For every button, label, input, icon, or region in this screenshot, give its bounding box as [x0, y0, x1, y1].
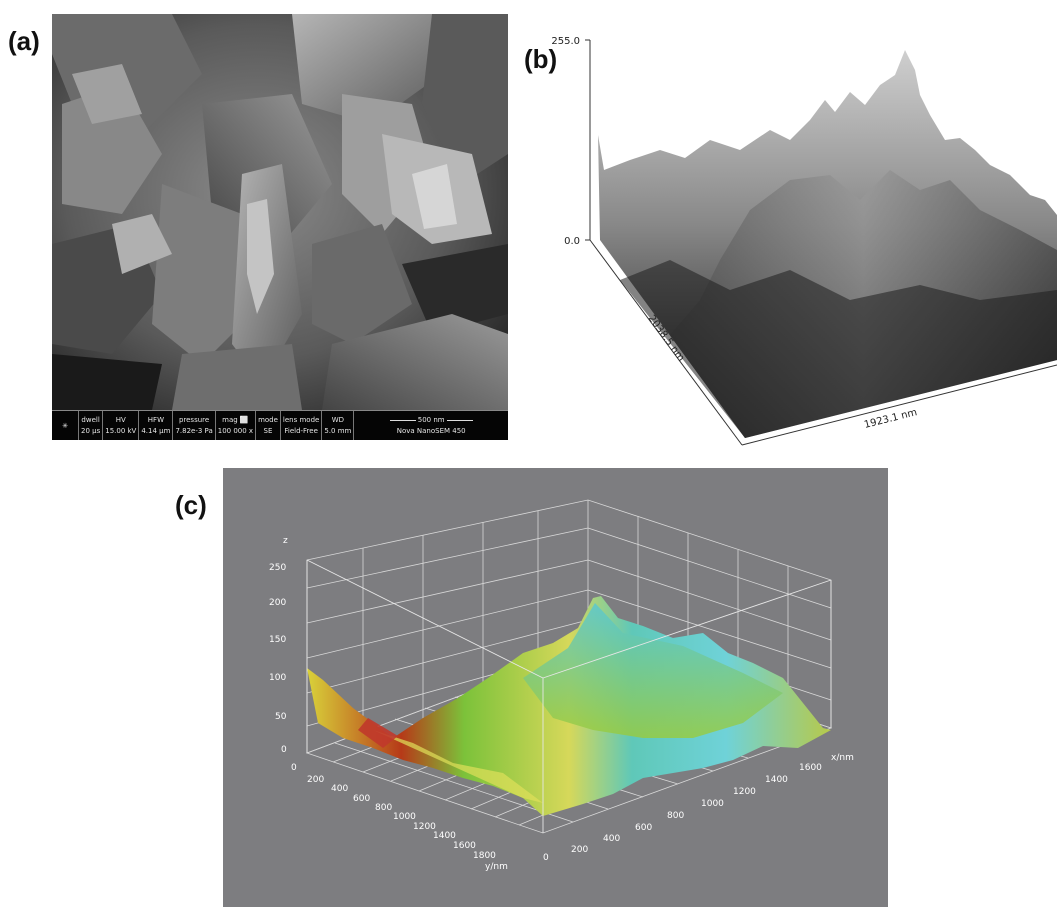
- scale-bar-label: 500 nm: [417, 416, 445, 424]
- sem-info-bar: ✳ dwell 20 µs HV 15.00 kV HFW 4.14 µm press…: [52, 410, 508, 440]
- z-tick-50: 50: [275, 712, 287, 722]
- svg-text:200: 200: [571, 845, 588, 855]
- svg-text:1600: 1600: [453, 841, 476, 851]
- wd-cell: WD 5.0 mm: [322, 411, 355, 440]
- z-tick-150: 150: [269, 635, 286, 645]
- z-tick-0: 0: [281, 745, 287, 755]
- pressure-cell: pressure 7.82e-3 Pa: [173, 411, 216, 440]
- scale-cell: 500 nm Nova NanoSEM 450: [354, 411, 508, 440]
- svg-text:400: 400: [603, 834, 620, 844]
- y-ticks: 0 200 400 600 800 1000 1200 1400 1600 18…: [291, 763, 496, 861]
- svg-text:400: 400: [331, 784, 348, 794]
- hv-cell: HV 15.00 kV: [103, 411, 140, 440]
- z-max-label: 255.0: [551, 36, 580, 47]
- surface-3d-grayscale: 255.0 0.0 2038.5 nm 1923.1 nm: [520, 0, 1057, 460]
- svg-text:1000: 1000: [701, 799, 724, 809]
- z-tick-250: 250: [269, 563, 286, 573]
- svg-text:0: 0: [543, 853, 549, 863]
- surface-3d-color: z 0 50 100 150 200 250 0 200 400 600 800…: [223, 468, 888, 907]
- z-tick-200: 200: [269, 598, 286, 608]
- svg-text:600: 600: [353, 794, 370, 804]
- mode-cell: mode SE: [256, 411, 281, 440]
- panel-b-label: (b): [524, 44, 558, 74]
- lens-mode-cell: lens mode Field-Free: [281, 411, 323, 440]
- svg-text:800: 800: [667, 811, 684, 821]
- svg-text:1200: 1200: [413, 822, 436, 832]
- svg-text:600: 600: [635, 823, 652, 833]
- svg-text:1600: 1600: [799, 763, 822, 773]
- z-tick-100: 100: [269, 673, 286, 683]
- hfw-cell: HFW 4.14 µm: [139, 411, 174, 440]
- svg-text:0: 0: [291, 763, 297, 773]
- svg-text:1000: 1000: [393, 812, 416, 822]
- fei-logo-icon: ✳: [52, 411, 79, 440]
- x-ticks: 0 200 400 600 800 1000 1200 1400 1600: [543, 763, 822, 863]
- y-axis-line: [589, 239, 743, 446]
- svg-text:1400: 1400: [765, 775, 788, 785]
- z-axis-label: z: [283, 536, 288, 546]
- x-axis-line: [741, 364, 1057, 446]
- mag-cell: mag ⬜ 100 000 x: [216, 411, 257, 440]
- panel-c-label: (c): [175, 490, 207, 520]
- panel-a-label: (a): [8, 26, 40, 56]
- x-extent-label: 1923.1 nm: [863, 407, 918, 431]
- dwell-cell: dwell 20 µs: [79, 411, 104, 440]
- sem-image: [52, 14, 508, 410]
- svg-text:1200: 1200: [733, 787, 756, 797]
- instrument-name: Nova NanoSEM 450: [396, 427, 466, 435]
- svg-text:1800: 1800: [473, 851, 496, 861]
- svg-text:1400: 1400: [433, 831, 456, 841]
- x-axis-label: x/nm: [831, 753, 854, 763]
- y-axis-label: y/nm: [485, 862, 508, 872]
- z-min-label: 0.0: [564, 236, 580, 247]
- sem-micrograph: ✳ dwell 20 µs HV 15.00 kV HFW 4.14 µm press…: [52, 14, 508, 440]
- svg-text:800: 800: [375, 803, 392, 813]
- svg-text:200: 200: [307, 775, 324, 785]
